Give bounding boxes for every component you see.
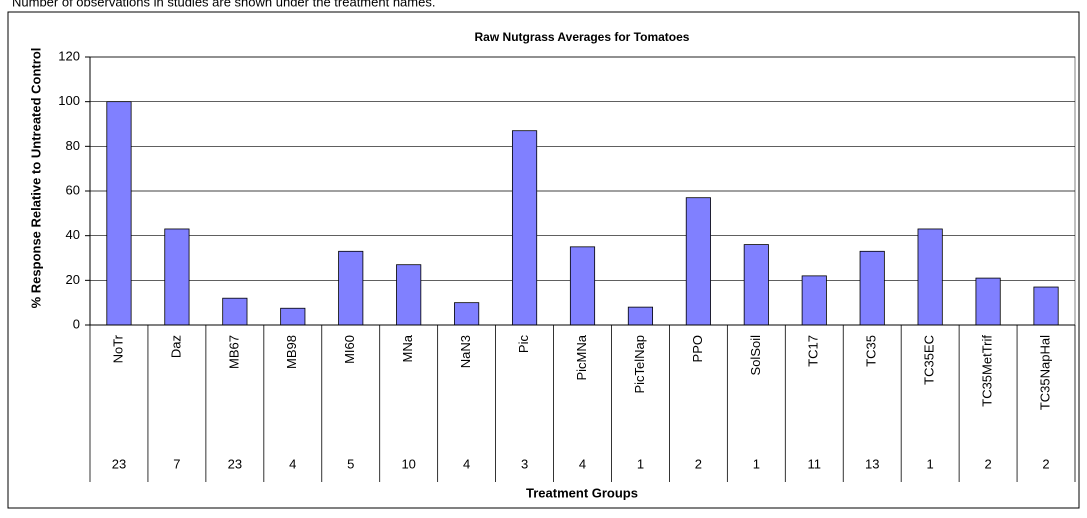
x-tick-label: Pic	[516, 335, 531, 354]
x-tick-label: TC35	[864, 335, 879, 367]
bar	[396, 264, 422, 326]
x-tick-label: TC35NapHal	[1037, 335, 1052, 410]
observation-count: 1	[637, 456, 644, 471]
observation-count: 13	[865, 456, 879, 471]
bar	[106, 101, 132, 326]
observation-count: 2	[1042, 456, 1049, 471]
x-tick-label: Daz	[168, 335, 183, 358]
observation-count: 7	[173, 456, 180, 471]
observation-count: 4	[289, 456, 296, 471]
y-tick-label: 40	[66, 227, 80, 242]
chart-title: Raw Nutgrass Averages for Tomatoes	[475, 30, 690, 44]
y-tick-label: 20	[66, 272, 80, 287]
note: Number of observations in studies are sh…	[12, 0, 435, 9]
bar	[1033, 286, 1059, 326]
observation-count: 1	[927, 456, 934, 471]
observation-count: 2	[695, 456, 702, 471]
bar	[454, 302, 480, 326]
observation-count: 23	[112, 456, 126, 471]
bar	[743, 244, 769, 326]
bar	[859, 250, 885, 326]
observation-count: 10	[401, 456, 415, 471]
x-tick-label: SolSoil	[748, 335, 763, 376]
observation-count: 5	[347, 456, 354, 471]
x-axis-title: Treatment Groups	[526, 485, 638, 500]
observation-count: 4	[579, 456, 586, 471]
x-tick-label: MB98	[284, 335, 299, 369]
bar	[975, 277, 1001, 326]
x-tick-label: PPO	[690, 335, 705, 362]
bar	[627, 306, 654, 326]
x-tick-label: TC35MetTrif	[980, 335, 995, 407]
y-tick-label: 120	[58, 48, 80, 63]
y-tick-label: 0	[73, 316, 80, 331]
observation-count: 4	[463, 456, 470, 471]
observation-count: 11	[808, 456, 822, 471]
bar	[164, 228, 190, 326]
x-tick-label: TC17	[806, 335, 821, 367]
bar	[280, 307, 306, 326]
x-tick-label: NoTr	[110, 334, 125, 363]
observation-count: 2	[984, 456, 991, 471]
x-tick-label: MB67	[226, 335, 241, 369]
observation-count: 23	[228, 456, 242, 471]
bar	[917, 228, 943, 326]
y-tick-label: 80	[66, 138, 80, 153]
x-tick-label: PicTelNap	[632, 335, 647, 394]
observation-count: 1	[753, 456, 760, 471]
x-tick-label: PicMNa	[574, 334, 589, 380]
observation-count: 3	[521, 456, 528, 471]
x-tick-label: TC35EC	[922, 335, 937, 385]
y-tick-label: 100	[58, 93, 80, 108]
bar	[801, 275, 827, 326]
y-title-group: % Response Relative to Untreated Control	[28, 48, 43, 309]
x-tick-label: MI60	[342, 335, 357, 364]
bar	[511, 130, 538, 326]
bar	[222, 297, 248, 326]
bar	[685, 197, 711, 326]
bar	[569, 246, 596, 326]
bar	[338, 250, 364, 326]
x-tick-label: NaN3	[458, 335, 473, 368]
y-axis-title: % Response Relative to Untreated Control	[28, 48, 43, 309]
x-tick-label: MNa	[400, 334, 415, 362]
y-tick-label: 60	[66, 182, 80, 197]
